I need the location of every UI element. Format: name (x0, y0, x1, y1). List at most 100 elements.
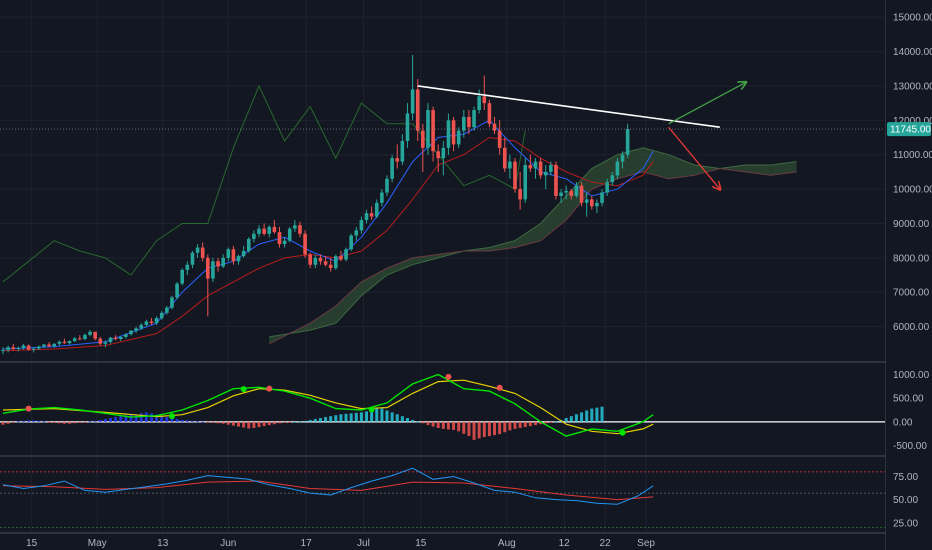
macd-histogram-bar (272, 421, 276, 425)
macd-histogram-bar (252, 421, 256, 428)
candle-body (129, 330, 133, 335)
candle-body (26, 345, 31, 350)
candle-body (241, 250, 246, 257)
macd-histogram-bar (27, 420, 31, 422)
time-tick-label: 12 (559, 538, 571, 549)
candle-body (170, 297, 174, 308)
candle-body (277, 232, 282, 245)
macd-tick-label: -500.00 (893, 441, 927, 452)
candle-body (584, 199, 589, 203)
rsi-tick-label: 50.00 (893, 495, 918, 506)
macd-histogram-bar (441, 421, 445, 429)
candle-body (62, 341, 67, 344)
candle-body (349, 235, 353, 250)
candle-body (538, 161, 543, 176)
candle-body (1, 349, 5, 351)
macd-histogram-bar (129, 414, 133, 422)
candle-body (405, 113, 410, 141)
macd-tick-label: 1000.00 (893, 370, 930, 381)
macd-histogram-bar (262, 421, 266, 427)
macd-histogram-bar (395, 414, 399, 422)
candle-body (436, 151, 440, 159)
rsi-tick-label: 75.00 (893, 472, 918, 483)
candle-body (354, 230, 359, 236)
candle-body (282, 240, 287, 245)
macd-histogram-bar (185, 420, 189, 422)
candle-body (88, 331, 92, 335)
macd-histogram-bar (421, 421, 425, 424)
macd-histogram-bar (539, 421, 543, 425)
macd-histogram-bar (400, 416, 404, 422)
macd-histogram-bar (513, 421, 517, 429)
macd-histogram-bar (139, 413, 143, 422)
candle-body (93, 331, 97, 339)
candle-body (426, 110, 430, 148)
macd-histogram-bar (503, 421, 507, 433)
macd-histogram-bar (436, 421, 440, 428)
candle-body (252, 233, 256, 239)
price-tick-label: 9000.00 (893, 219, 930, 230)
price-tick-label: 8000.00 (893, 253, 930, 264)
candle-body (431, 110, 435, 152)
macd-histogram-bar (47, 421, 51, 423)
macd-histogram-bar (324, 417, 328, 422)
kumo-cloud-fill (269, 147, 797, 344)
candle-body (144, 321, 149, 325)
candle-body (165, 307, 169, 313)
candle-body (52, 343, 56, 347)
macd-histogram-bar (42, 421, 46, 423)
candle-body (72, 338, 77, 342)
macd-histogram-bar (221, 421, 225, 424)
macd-histogram-bar (349, 413, 353, 422)
candle-body (554, 165, 558, 196)
macd-histogram-bar (508, 421, 512, 431)
candle-body (78, 338, 82, 340)
candle-body (257, 228, 261, 234)
macd-histogram-bar (288, 421, 292, 423)
macd-histogram-bar (170, 418, 174, 422)
macd-histogram-bar (11, 421, 15, 423)
candle-body (262, 228, 266, 234)
candle-body (303, 233, 307, 255)
macd-histogram-bar (380, 408, 384, 422)
candle-body (390, 158, 394, 179)
macd-histogram-bar (124, 415, 128, 422)
candle-body (467, 116, 471, 128)
price-tick-label: 14000.00 (893, 47, 932, 58)
macd-histogram-bar (498, 421, 502, 435)
macd-histogram-bar (457, 421, 461, 432)
candle-body (400, 140, 405, 162)
candle-body (293, 225, 297, 229)
candle-body (369, 213, 374, 217)
candle-body (67, 341, 72, 344)
candle-body (590, 199, 594, 207)
candle-body (37, 346, 41, 349)
macd-line (2, 373, 654, 437)
macd-histogram-bar (452, 421, 456, 430)
candle-body (313, 257, 318, 265)
macd-histogram-bar (390, 412, 394, 422)
price-tick-label: 15000.00 (893, 13, 932, 24)
candle-body (446, 120, 451, 148)
ichimoku-cloud (268, 147, 797, 345)
chikou-span-line (2, 84, 526, 283)
macd-histogram-bar (247, 421, 251, 429)
macd-histogram-bar (68, 421, 72, 424)
price-axis-background (886, 0, 932, 550)
macd-histogram-bar (160, 416, 164, 422)
macd-histogram-bar (472, 421, 476, 440)
candle-body (206, 257, 210, 279)
candle-body (180, 269, 184, 284)
macd-histogram-bar (564, 418, 568, 422)
macd-histogram-bar (1, 421, 5, 425)
macd-histogram-bar (149, 413, 153, 422)
last-price-tag-background (887, 122, 931, 137)
candle-body (272, 226, 277, 233)
candle-body (564, 190, 568, 193)
macd-histogram-bar (411, 419, 415, 422)
candle-body (569, 190, 574, 196)
time-tick-label: Sep (637, 538, 655, 549)
candle-body (21, 345, 26, 348)
macd-histogram-bar (477, 421, 481, 439)
